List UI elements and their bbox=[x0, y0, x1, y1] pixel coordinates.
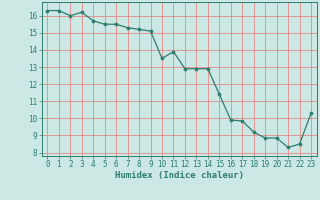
X-axis label: Humidex (Indice chaleur): Humidex (Indice chaleur) bbox=[115, 171, 244, 180]
